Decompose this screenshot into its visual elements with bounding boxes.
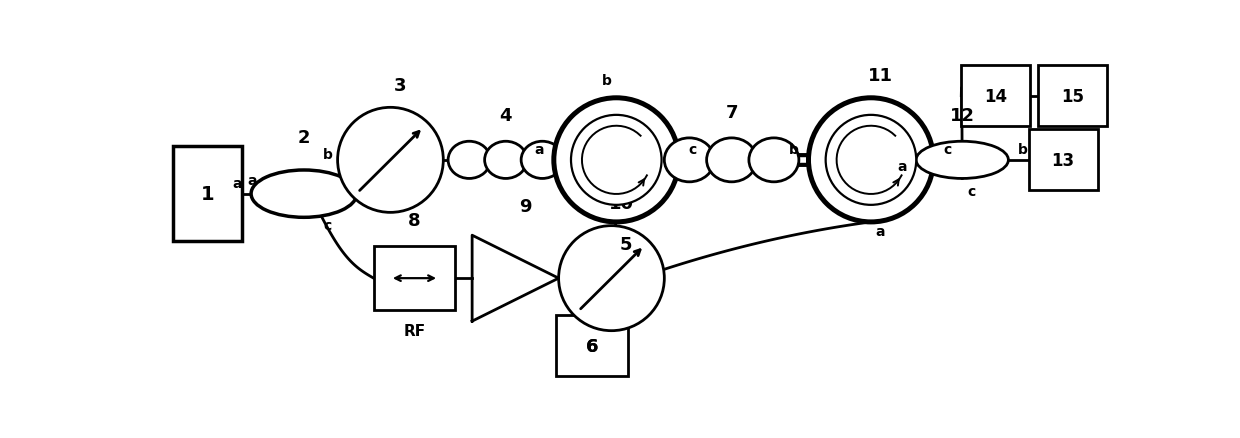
Text: b: b bbox=[324, 148, 332, 162]
Text: 6: 6 bbox=[587, 337, 599, 355]
Text: c: c bbox=[324, 219, 332, 233]
Text: 11: 11 bbox=[868, 67, 893, 85]
Bar bbox=[174, 147, 243, 241]
Ellipse shape bbox=[749, 138, 799, 182]
Text: 15: 15 bbox=[1061, 88, 1084, 106]
Text: 13: 13 bbox=[1052, 152, 1075, 170]
Ellipse shape bbox=[554, 99, 678, 223]
Ellipse shape bbox=[485, 142, 527, 179]
Text: a: a bbox=[534, 143, 544, 157]
Ellipse shape bbox=[665, 138, 714, 182]
Text: c: c bbox=[967, 185, 976, 199]
Text: RF: RF bbox=[403, 323, 425, 338]
Bar bbox=[1028, 130, 1097, 191]
Bar bbox=[961, 66, 1030, 127]
Bar bbox=[373, 247, 455, 311]
Ellipse shape bbox=[521, 142, 563, 179]
Text: 10: 10 bbox=[609, 194, 634, 212]
Ellipse shape bbox=[707, 138, 756, 182]
Ellipse shape bbox=[558, 226, 665, 331]
Text: a: a bbox=[875, 225, 885, 239]
Text: 1: 1 bbox=[201, 185, 215, 204]
Text: 4: 4 bbox=[500, 107, 512, 125]
Text: b: b bbox=[601, 74, 611, 88]
Text: 3: 3 bbox=[394, 77, 407, 95]
Ellipse shape bbox=[808, 99, 934, 223]
Ellipse shape bbox=[337, 108, 444, 213]
Bar bbox=[557, 316, 629, 376]
Ellipse shape bbox=[826, 116, 916, 205]
Text: 14: 14 bbox=[985, 88, 1007, 106]
Text: b: b bbox=[1018, 143, 1028, 157]
Text: c: c bbox=[944, 143, 951, 157]
Text: 8: 8 bbox=[408, 212, 420, 230]
Ellipse shape bbox=[250, 171, 357, 218]
Text: 2: 2 bbox=[298, 129, 310, 147]
Text: 5: 5 bbox=[620, 236, 632, 254]
Ellipse shape bbox=[916, 142, 1008, 179]
Text: a: a bbox=[232, 177, 242, 191]
Text: a: a bbox=[247, 173, 257, 187]
Text: b: b bbox=[789, 143, 799, 157]
Text: a: a bbox=[897, 159, 906, 173]
Ellipse shape bbox=[448, 142, 490, 179]
Text: 12: 12 bbox=[950, 107, 975, 125]
Text: 6: 6 bbox=[587, 337, 599, 355]
Bar bbox=[1038, 66, 1107, 127]
Text: 9: 9 bbox=[518, 198, 531, 215]
Text: c: c bbox=[688, 143, 697, 157]
Text: 7: 7 bbox=[725, 104, 738, 122]
Ellipse shape bbox=[570, 116, 662, 205]
